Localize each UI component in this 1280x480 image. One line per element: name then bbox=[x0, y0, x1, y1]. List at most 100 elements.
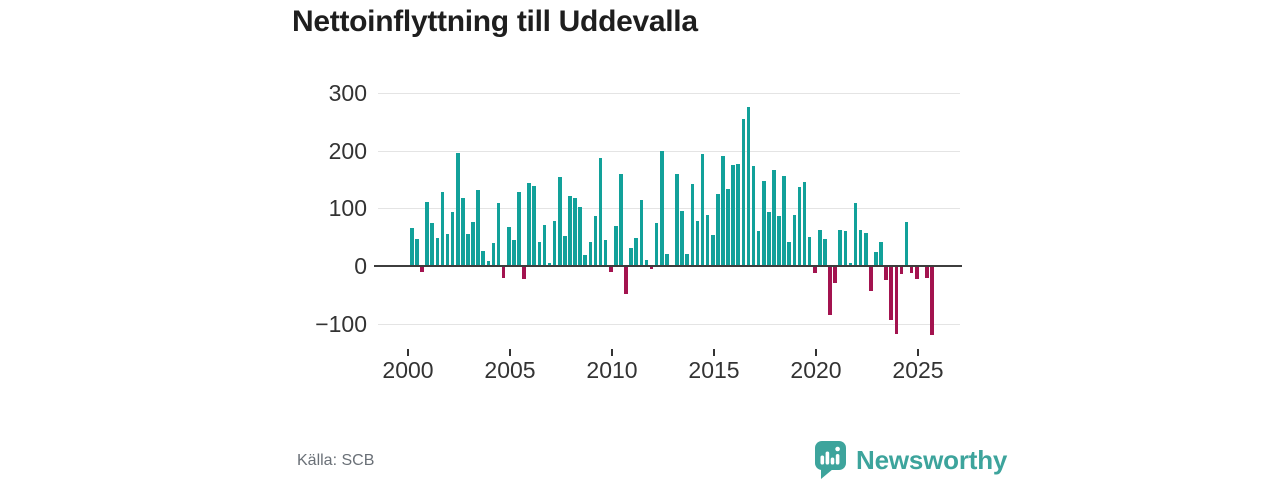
bar-2025-q2 bbox=[925, 266, 929, 278]
logo-bar-3 bbox=[830, 457, 835, 465]
bar-2008-q3 bbox=[583, 255, 588, 266]
x-tick-2005 bbox=[509, 349, 511, 356]
bar-2012-q1 bbox=[654, 223, 659, 266]
bar-2015-q1 bbox=[716, 193, 720, 266]
bar-2020-q1 bbox=[818, 230, 822, 266]
bar-2025-q3 bbox=[930, 266, 934, 336]
bar-2011-q2 bbox=[639, 200, 644, 266]
bar-2010-q1 bbox=[614, 225, 618, 266]
bar-2020-q3 bbox=[828, 266, 832, 316]
bar-2002-q1 bbox=[450, 211, 455, 266]
bar-2007-q1 bbox=[552, 220, 557, 266]
bar-2015-q4 bbox=[731, 165, 735, 266]
chart-title: Nettoinflyttning till Uddevalla bbox=[292, 5, 698, 38]
logo-exclamation-bar bbox=[835, 454, 840, 465]
bar-2000-q1 bbox=[410, 227, 414, 266]
bar-2020-q4 bbox=[833, 266, 837, 283]
x-tick-2020 bbox=[815, 349, 817, 356]
bar-2016-q4 bbox=[751, 166, 756, 266]
gridline-100 bbox=[378, 208, 960, 210]
bar-2017-q3 bbox=[767, 212, 771, 266]
bar-2002-q2 bbox=[455, 153, 460, 266]
bar-2007-q4 bbox=[568, 195, 572, 266]
bar-2013-q4 bbox=[690, 184, 695, 266]
bar-2014-q2 bbox=[700, 154, 705, 266]
source-label: Källa: SCB bbox=[297, 452, 375, 469]
bar-2003-q1 bbox=[471, 221, 475, 266]
bar-2015-q2 bbox=[721, 156, 725, 266]
bar-2017-q2 bbox=[761, 180, 766, 266]
bar-2006-q3 bbox=[542, 225, 547, 266]
bar-2019-q4 bbox=[812, 266, 817, 273]
bar-2008-q4 bbox=[588, 242, 593, 266]
bar-2014-q3 bbox=[705, 214, 710, 266]
bar-2007-q2 bbox=[557, 176, 562, 266]
x-tick-2025 bbox=[917, 349, 919, 356]
bar-2008-q2 bbox=[578, 206, 582, 266]
bar-2000-q4 bbox=[425, 201, 429, 266]
bar-2001-q2 bbox=[435, 237, 440, 266]
bar-2019-q1 bbox=[797, 186, 802, 266]
bar-2000-q3 bbox=[420, 266, 424, 272]
bar-2018-q2 bbox=[782, 175, 786, 266]
bar-2022-q4 bbox=[874, 251, 878, 266]
bar-2004-q2 bbox=[496, 202, 501, 266]
y-tick-label-300: 300 bbox=[328, 79, 367, 106]
bar-2005-q3 bbox=[522, 266, 526, 279]
bar-2013-q3 bbox=[685, 254, 690, 266]
bar-2022-q3 bbox=[869, 266, 873, 292]
bar-2024-q3 bbox=[909, 266, 914, 273]
x-tick-2000 bbox=[407, 349, 409, 356]
y-tick-label-0: 0 bbox=[354, 253, 367, 279]
x-tick-label-2005: 2005 bbox=[484, 357, 536, 383]
bar-2024-q4 bbox=[914, 266, 919, 279]
bar-2023-q3 bbox=[889, 266, 894, 321]
bar-2016-q2 bbox=[741, 118, 746, 266]
logo-exclamation-dot bbox=[835, 446, 840, 452]
x-tick-2015 bbox=[713, 349, 715, 356]
bar-2000-q2 bbox=[415, 238, 419, 266]
bar-2011-q4 bbox=[649, 266, 654, 270]
bar-2008-q1 bbox=[573, 197, 577, 266]
bar-2019-q3 bbox=[807, 237, 812, 266]
bar-2007-q3 bbox=[563, 235, 567, 266]
bar-2002-q4 bbox=[466, 234, 470, 266]
y-tick-label--100: −100 bbox=[315, 310, 367, 337]
y-tick-label-100: 100 bbox=[328, 195, 367, 222]
bar-2005-q2 bbox=[517, 192, 521, 266]
bar-2005-q1 bbox=[512, 240, 516, 266]
bar-2017-q4 bbox=[772, 170, 776, 266]
bar-2018-q4 bbox=[792, 215, 797, 266]
x-tick-label-2025: 2025 bbox=[892, 357, 944, 383]
bar-2001-q1 bbox=[430, 222, 435, 266]
x-tick-label-2010: 2010 bbox=[586, 357, 638, 383]
bar-2010-q2 bbox=[619, 173, 623, 266]
plot-area: 2000 2005 2010 2015 2020 2025 bbox=[374, 80, 962, 383]
bar-2009-q3 bbox=[603, 240, 608, 266]
gridline-300 bbox=[378, 92, 960, 94]
bar-2022-q2 bbox=[863, 233, 868, 266]
bar-2016-q3 bbox=[746, 107, 751, 266]
bar-2021-q3 bbox=[848, 263, 853, 266]
bar-2010-q4 bbox=[629, 248, 633, 266]
bar-2003-q2 bbox=[476, 190, 480, 266]
bar-2023-q1 bbox=[879, 241, 883, 266]
bar-2021-q2 bbox=[843, 230, 848, 266]
bar-2004-q1 bbox=[491, 242, 496, 266]
x-tick-label-2015: 2015 bbox=[688, 357, 740, 383]
bar-2024-q2 bbox=[904, 221, 909, 266]
logo-bar-1 bbox=[820, 455, 825, 465]
bar-2018-q1 bbox=[777, 216, 781, 266]
logo-bar-2 bbox=[825, 451, 830, 465]
x-tick-label-2020: 2020 bbox=[790, 357, 842, 383]
bar-2024-q1 bbox=[899, 266, 904, 275]
bar-2020-q2 bbox=[823, 239, 827, 266]
bar-2006-q2 bbox=[537, 242, 542, 266]
bar-2014-q1 bbox=[695, 220, 700, 266]
bar-2013-q2 bbox=[680, 210, 684, 266]
bar-2023-q4 bbox=[894, 266, 899, 335]
bar-2017-q1 bbox=[756, 230, 761, 266]
y-tick-label-200: 200 bbox=[328, 137, 367, 164]
zero-axis-line bbox=[374, 264, 962, 268]
